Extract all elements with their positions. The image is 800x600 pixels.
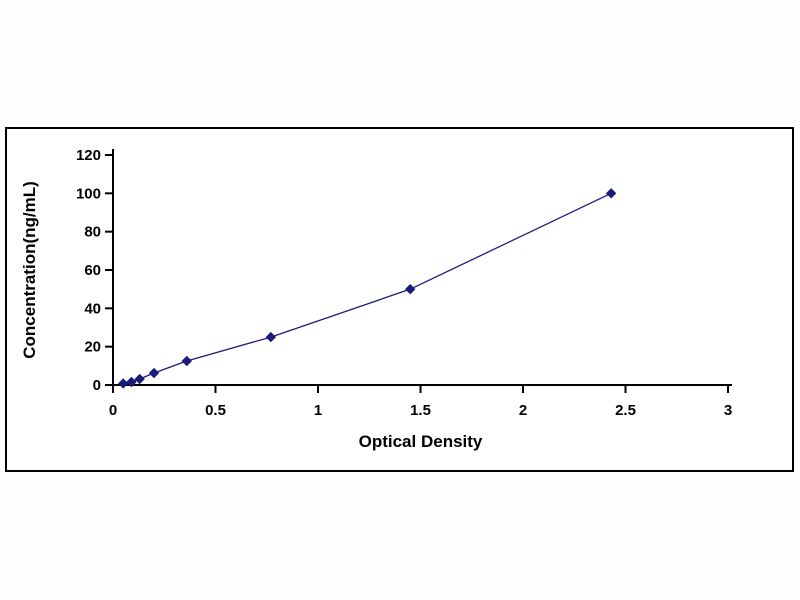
data-series [118, 188, 617, 389]
data-point-marker [134, 373, 145, 385]
x-tick-label: 1 [314, 402, 322, 419]
data-point-marker [405, 283, 416, 295]
tick-marks [105, 154, 729, 393]
data-point-marker [265, 331, 277, 343]
y-tick-label: 20 [84, 339, 101, 356]
y-tick-label: 80 [84, 224, 101, 241]
y-tick-label: 0 [93, 377, 101, 394]
y-axis-label: Concentration(ng/mL) [20, 181, 39, 359]
y-tick-label: 120 [76, 147, 101, 164]
series-line [123, 192, 612, 385]
x-tick-label: 0.5 [205, 402, 226, 419]
standard-curve-chart: 0 20 40 60 80 100 120 0 0.5 1 1.5 2 2.5 3 Optical Den… [20, 147, 732, 451]
y-tick-label: 60 [84, 262, 101, 279]
data-point-marker [118, 378, 129, 389]
chart-frame: 0 20 40 60 80 100 120 0 0.5 1 1.5 2 2.5 3 Optical Den… [5, 127, 794, 472]
data-point-marker [181, 355, 193, 367]
tick-labels: 0 20 40 60 80 100 120 0 0.5 1 1.5 2 2.5 3 [76, 147, 732, 419]
axes [112, 149, 732, 386]
data-point-marker [148, 367, 160, 379]
x-tick-label: 2 [519, 402, 527, 419]
data-point-marker [126, 376, 137, 388]
x-tick-label: 0 [109, 402, 117, 419]
x-tick-label: 2.5 [615, 402, 636, 419]
x-axis-label: Optical Density [359, 432, 483, 451]
y-tick-label: 100 [76, 185, 101, 202]
y-tick-label: 40 [84, 300, 101, 317]
x-tick-label: 3 [724, 402, 732, 419]
x-tick-label: 1.5 [410, 402, 431, 419]
data-point-marker [605, 188, 617, 199]
